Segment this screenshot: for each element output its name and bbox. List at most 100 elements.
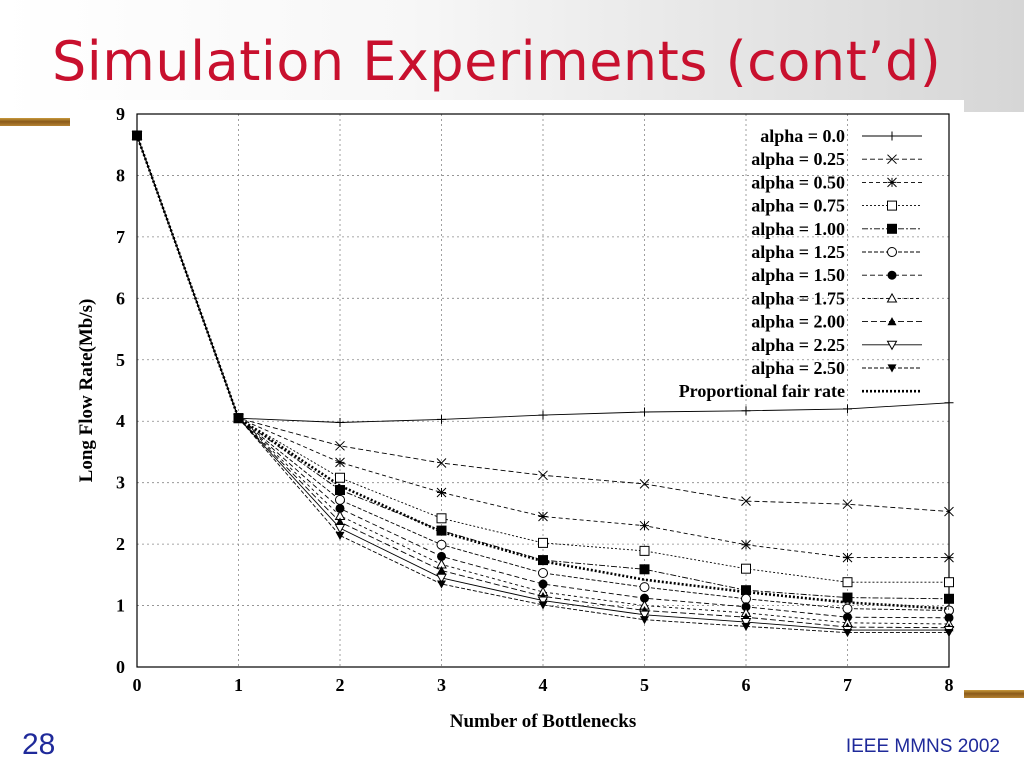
data-point-5-2: [335, 494, 345, 505]
x-tick-label: 6: [742, 675, 751, 695]
legend-label: alpha = 2.50: [751, 358, 845, 378]
data-point-4-4: [538, 555, 548, 566]
title-band: [0, 0, 1024, 112]
x-tick-label: 7: [843, 675, 852, 695]
y-tick-label: 3: [116, 473, 125, 493]
legend-label: alpha = 0.75: [751, 196, 845, 216]
x-tick-label: 3: [437, 675, 446, 695]
x-tick-label: 1: [234, 675, 243, 695]
legend-marker: [886, 340, 898, 351]
series-line-10: [136, 135, 949, 634]
data-point-5-7: [842, 603, 853, 614]
legend-marker: [887, 317, 897, 326]
data-point-4-8: [944, 593, 954, 604]
data-point-0-5: [640, 407, 649, 417]
series-line-2: [136, 135, 949, 559]
series-line-11: [135, 135, 950, 610]
y-tick-label: 8: [116, 165, 125, 185]
data-point-2-3: [436, 487, 447, 498]
data-point-0-8: [944, 398, 954, 408]
y-tick-label: 7: [116, 227, 125, 247]
decorative-bar-left: [0, 118, 70, 126]
y-tick-label: 6: [116, 288, 125, 308]
data-point-4-5: [639, 564, 650, 575]
footer-text: IEEE MMNS 2002: [845, 736, 1000, 757]
slide-title: Simulation Experiments (cont’d): [52, 30, 942, 93]
data-point-1-5: [639, 479, 650, 489]
data-point-10-3: [437, 580, 446, 589]
data-point-1-6: [741, 496, 751, 506]
y-tick-label: 0: [116, 657, 125, 677]
data-point-1-7: [842, 499, 853, 510]
data-point-1-4: [538, 470, 548, 481]
legend-marker: [887, 270, 897, 280]
data-point-4-2: [335, 485, 345, 496]
legend-marker: [887, 364, 897, 373]
data-point-6-4: [538, 579, 548, 589]
chart-area: 0 1 2 3 4 5 6 7 8 0 1 2 3 4 5 6 7 8 9 Number of Bottlenecks…: [70, 100, 964, 745]
data-point-3-7: [842, 577, 853, 588]
data-point-3-6: [741, 563, 751, 574]
decorative-bar-right: [964, 690, 1024, 698]
data-point-3-5: [639, 545, 650, 556]
legend-label: alpha = 0.0: [760, 126, 845, 146]
data-point-3-8: [944, 577, 954, 588]
x-tick-label: 2: [336, 675, 345, 695]
legend-marker: [887, 154, 897, 165]
x-tick-label: 8: [945, 675, 954, 695]
legend-label: Proportional fair rate: [679, 381, 845, 401]
legend-label: alpha = 2.00: [751, 312, 845, 332]
y-axis-label: Long Flow Rate(Mb/s): [76, 299, 97, 483]
line-chart: 0 1 2 3 4 5 6 7 8 0 1 2 3 4 5 6 7 8 9 Number of Bottlenecks…: [76, 104, 955, 732]
data-point-9-2: [334, 524, 346, 534]
data-point-0-2: [335, 417, 345, 427]
data-point-6-2: [335, 503, 345, 513]
legend-marker: [887, 200, 897, 211]
data-point-1-8: [944, 506, 954, 517]
data-point-0-3: [437, 414, 446, 424]
data-point-4-7: [842, 592, 853, 603]
legend-label: alpha = 0.25: [751, 149, 845, 169]
data-point-10-7: [843, 628, 852, 638]
data-point-2-2: [335, 457, 345, 468]
y-tick-label: 1: [116, 596, 125, 616]
data-point-3-2: [335, 472, 345, 483]
legend-marker: [886, 292, 898, 303]
legend-marker: [887, 177, 897, 188]
y-tick-label: 5: [116, 350, 125, 370]
data-point-9-3: [436, 573, 447, 584]
data-point-6-5: [640, 593, 649, 603]
data-point-10-2: [335, 531, 345, 541]
data-point-2-5: [639, 520, 650, 531]
data-point-3-3: [436, 513, 447, 524]
data-point-2-4: [538, 511, 548, 522]
data-point-6-3: [437, 551, 446, 561]
series-line-5: [136, 135, 950, 611]
legend-label: alpha = 0.50: [751, 172, 845, 192]
series-line-6: [136, 135, 950, 619]
data-point-10-8: [944, 628, 954, 638]
data-point-1-3: [436, 458, 447, 468]
data-point-2-6: [741, 539, 751, 550]
data-point-10-6: [741, 622, 751, 631]
data-point-5-3: [436, 539, 447, 550]
y-tick-label: 4: [116, 411, 125, 431]
data-point-10-4: [538, 601, 548, 610]
data-point-8-3: [437, 566, 446, 575]
page-number: 28: [22, 728, 56, 761]
legend-marker: [887, 223, 897, 234]
data-point-9-5: [639, 610, 650, 621]
data-point-6-8: [944, 613, 954, 623]
x-axis-label: Number of Bottlenecks: [450, 711, 636, 732]
legend-label: alpha = 1.50: [751, 265, 845, 285]
data-point-0-7: [843, 404, 852, 414]
data-point-2-7: [842, 552, 853, 563]
legend-label: alpha = 1.75: [751, 288, 845, 308]
x-tick-label: 0: [133, 675, 142, 695]
y-tick-label: 9: [116, 104, 125, 124]
x-tick-label: 4: [539, 675, 548, 695]
data-point-5-6: [741, 593, 751, 604]
legend-label: alpha = 1.00: [751, 219, 845, 239]
data-point-0-6: [741, 406, 751, 416]
legend-marker: [887, 247, 897, 257]
